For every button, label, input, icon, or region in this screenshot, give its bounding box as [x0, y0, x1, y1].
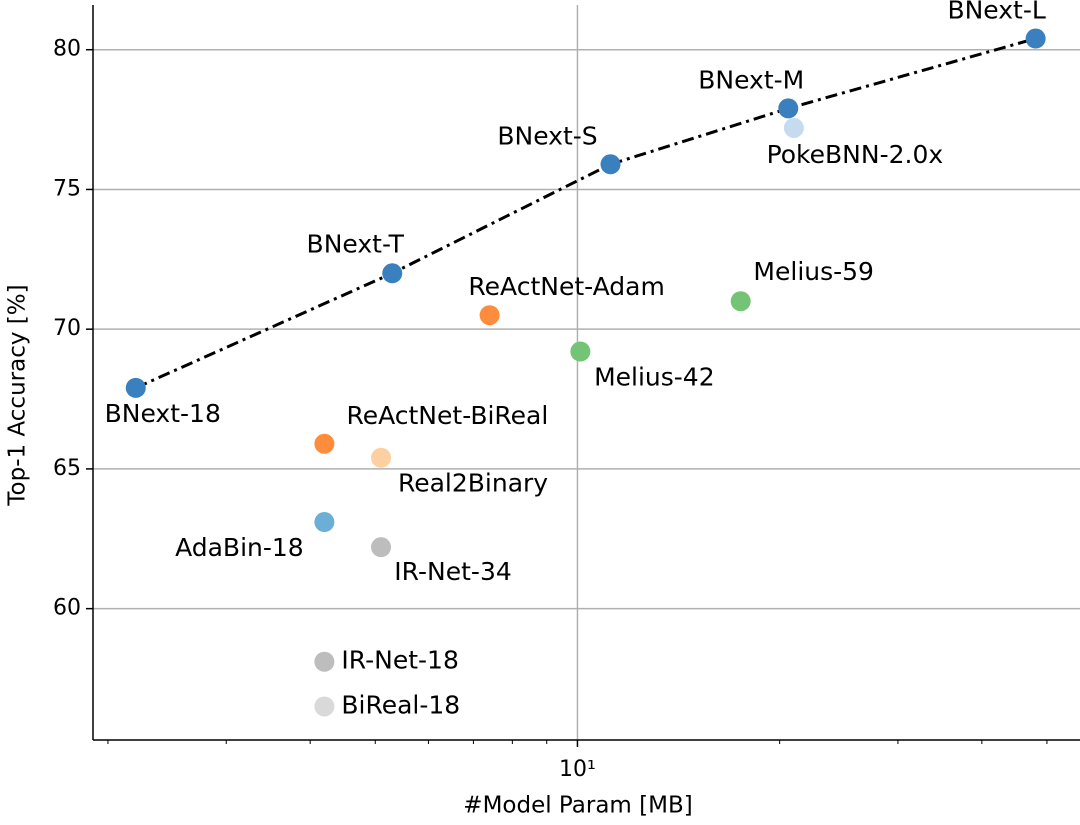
point: [570, 341, 591, 362]
point: [730, 291, 751, 312]
y-axis-label: Top-1 Accuracy [%]: [5, 284, 31, 506]
point-label: BNext-M: [698, 65, 804, 94]
point: [382, 263, 403, 284]
x-axis-label: #Model Param [MB]: [463, 793, 692, 819]
point-label: BNext-S: [497, 121, 597, 150]
point-label: Melius-42: [594, 363, 715, 392]
point: [371, 537, 392, 558]
trend-line: [135, 37, 1037, 390]
y-tick-label: 80: [53, 37, 81, 62]
point: [314, 512, 335, 533]
y-tick-label: 75: [53, 176, 81, 201]
point-label: BNext-L: [947, 0, 1045, 25]
x-tick-label: 10¹: [559, 757, 596, 782]
point: [1025, 28, 1046, 49]
point-label: BNext-T: [307, 229, 405, 258]
point-label: PokeBNN-2.0x: [767, 140, 944, 169]
point: [783, 117, 804, 138]
y-tick-label: 70: [53, 316, 81, 341]
point: [778, 98, 799, 119]
y-tick-label: 65: [53, 456, 81, 481]
point: [314, 696, 335, 717]
point: [314, 433, 335, 454]
point-label: AdaBin-18: [175, 533, 304, 562]
point-label: Real2Binary: [398, 469, 548, 498]
point-label: BNext-18: [105, 399, 221, 428]
point: [600, 154, 621, 175]
point: [479, 305, 500, 326]
point-label: Melius-59: [753, 257, 874, 286]
point-label: IR-Net-18: [341, 646, 458, 675]
point: [125, 377, 146, 398]
point-label: ReActNet-Adam: [468, 272, 664, 301]
point-label: ReActNet-BiReal: [346, 401, 548, 430]
y-tick-label: 60: [53, 596, 81, 621]
point: [314, 651, 335, 672]
point-label: BiReal-18: [341, 690, 460, 719]
point: [371, 447, 392, 468]
point-label: IR-Net-34: [394, 557, 511, 586]
